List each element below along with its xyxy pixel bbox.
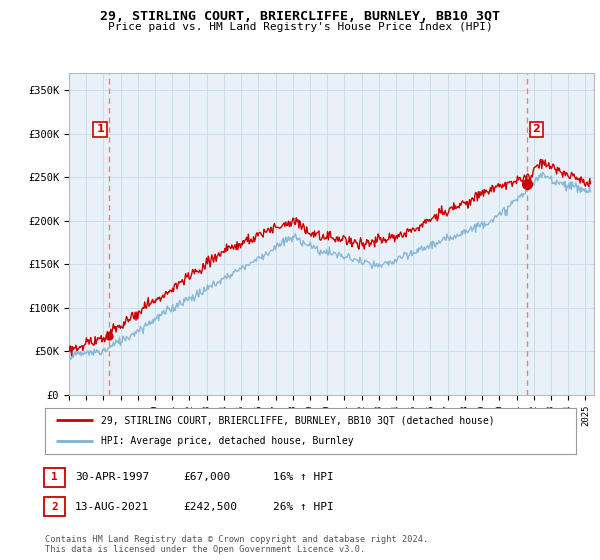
Text: £67,000: £67,000 — [183, 472, 230, 482]
Text: 1: 1 — [96, 124, 104, 134]
Text: 26% ↑ HPI: 26% ↑ HPI — [273, 502, 334, 512]
Text: 2: 2 — [532, 124, 540, 134]
Text: Price paid vs. HM Land Registry's House Price Index (HPI): Price paid vs. HM Land Registry's House … — [107, 22, 493, 32]
Text: HPI: Average price, detached house, Burnley: HPI: Average price, detached house, Burn… — [101, 436, 353, 446]
Text: 30-APR-1997: 30-APR-1997 — [75, 472, 149, 482]
Text: 29, STIRLING COURT, BRIERCLIFFE, BURNLEY, BB10 3QT (detached house): 29, STIRLING COURT, BRIERCLIFFE, BURNLEY… — [101, 415, 494, 425]
Text: 16% ↑ HPI: 16% ↑ HPI — [273, 472, 334, 482]
Text: 13-AUG-2021: 13-AUG-2021 — [75, 502, 149, 512]
Text: 29, STIRLING COURT, BRIERCLIFFE, BURNLEY, BB10 3QT: 29, STIRLING COURT, BRIERCLIFFE, BURNLEY… — [100, 10, 500, 23]
Text: 2: 2 — [51, 502, 58, 512]
Text: Contains HM Land Registry data © Crown copyright and database right 2024.
This d: Contains HM Land Registry data © Crown c… — [45, 535, 428, 554]
Text: 1: 1 — [51, 472, 58, 482]
Text: £242,500: £242,500 — [183, 502, 237, 512]
